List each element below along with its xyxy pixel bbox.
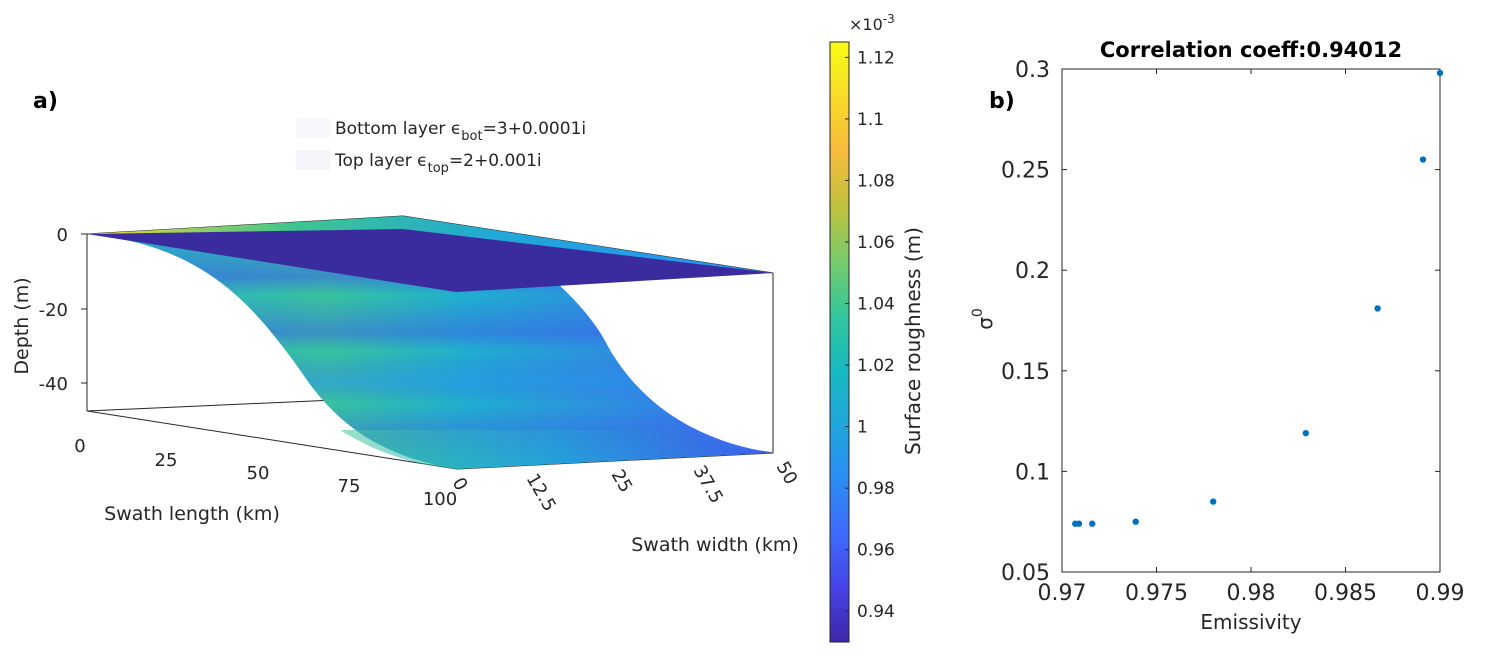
- legend-entry-bottom: Bottom layer ϵbot=3+0.0001i: [335, 119, 586, 144]
- width-tick-2: 25: [607, 466, 637, 496]
- scatter-axes-box: [1061, 68, 1441, 573]
- colorbar-tick-label: 0.94: [857, 602, 895, 622]
- colorbar-tick-label: 1.12: [857, 48, 895, 68]
- colorbar-exponent: ×10-3: [849, 12, 895, 34]
- colorbar-tick-label: 1.04: [857, 295, 895, 315]
- scatter-y-tick-label: 0.05: [1001, 561, 1050, 586]
- scatter-point: [1374, 305, 1381, 312]
- legend-swatch-top: [296, 150, 330, 170]
- scatter-y-tick-label: 0.2: [1015, 259, 1050, 284]
- scatter-title: Correlation coeff:0.94012: [1100, 38, 1402, 62]
- scatter-y-tick-label: 0.3: [1015, 58, 1050, 83]
- length-tick-4: 100: [423, 489, 457, 510]
- depth-axis-label: Depth (m): [11, 277, 33, 374]
- top-layer-plane: [87, 229, 773, 292]
- scatter-x-tick-label: 0.97: [1038, 581, 1087, 606]
- colorbar-tick-label: 1: [857, 418, 868, 438]
- colorbar-tick-label: 0.98: [857, 479, 895, 499]
- length-tick-2: 50: [247, 463, 270, 484]
- panel-b-label: b): [989, 89, 1015, 114]
- legend-entry-top: Top layer ϵtop=2+0.001i: [334, 151, 542, 176]
- colorbar-rect: [829, 41, 850, 643]
- depth-tick-0: 0: [57, 225, 68, 246]
- scatter-x-tick-label: 0.985: [1314, 581, 1377, 606]
- scatter-plot: 0.97 0.975 0.98 0.985 0.99 0.05 0.1 0.15 0.2 0.25…: [970, 58, 1464, 634]
- scatter-x-tick-label: 0.975: [1125, 581, 1188, 606]
- scatter-x-tick-label: 0.99: [1416, 581, 1465, 606]
- scatter-x-tick-label: 0.98: [1227, 581, 1276, 606]
- depth-axis: 0 -20 -40 Depth (m): [11, 225, 87, 395]
- width-tick-3: 37.5: [689, 462, 727, 507]
- panel-a-label: a): [33, 89, 58, 114]
- scatter-y-tick-label: 0.15: [1001, 360, 1050, 385]
- scatter-x-label: Emissivity: [1200, 610, 1301, 634]
- length-axis-label: Swath length (km): [104, 503, 280, 525]
- roughness-surface: [87, 216, 773, 469]
- colorbar-tick-label: 1.1: [857, 110, 884, 130]
- colorbar-tick-label: 0.96: [857, 541, 895, 561]
- scatter-point: [1089, 520, 1096, 527]
- width-axis-label: Swath width (km): [631, 534, 799, 556]
- scatter-y-tick-label: 0.1: [1015, 460, 1050, 485]
- length-tick-3: 75: [338, 476, 361, 497]
- width-tick-4: 50: [772, 458, 802, 488]
- length-tick-0: 0: [74, 436, 85, 457]
- colorbar-tick-label: 1.08: [857, 171, 895, 191]
- colorbar: 1.12 1.1 1.08 1.06 1.04 1.02 1 0.98 0.96 0.94 ×10…: [829, 12, 925, 643]
- scatter-point: [1210, 498, 1217, 505]
- scatter-point: [1132, 518, 1139, 525]
- colorbar-tick-label: 1.02: [857, 356, 895, 376]
- scatter-point: [1419, 156, 1427, 163]
- length-tick-1: 25: [155, 450, 178, 471]
- colorbar-label: Surface roughness (m): [901, 227, 925, 455]
- swath-width-axis: 0 12.5 25 37.5 50 Swath width (km): [448, 458, 802, 556]
- scatter-point: [1075, 520, 1083, 527]
- scatter-y-label: σ0: [970, 308, 997, 330]
- legend: Bottom layer ϵbot=3+0.0001i Top layer ϵt…: [296, 118, 586, 176]
- legend-swatch-bottom: [296, 118, 330, 138]
- scatter-point: [1436, 69, 1444, 77]
- scatter-point: [1302, 429, 1310, 437]
- scatter-y-tick-label: 0.25: [1001, 159, 1050, 184]
- swath-length-axis: 0 25 50 75 100 Swath length (km): [74, 436, 457, 525]
- depth-tick-2: -40: [39, 374, 68, 395]
- colorbar-tick-label: 1.06: [857, 233, 895, 253]
- depth-tick-1: -20: [39, 300, 68, 321]
- width-tick-1: 12.5: [522, 470, 560, 515]
